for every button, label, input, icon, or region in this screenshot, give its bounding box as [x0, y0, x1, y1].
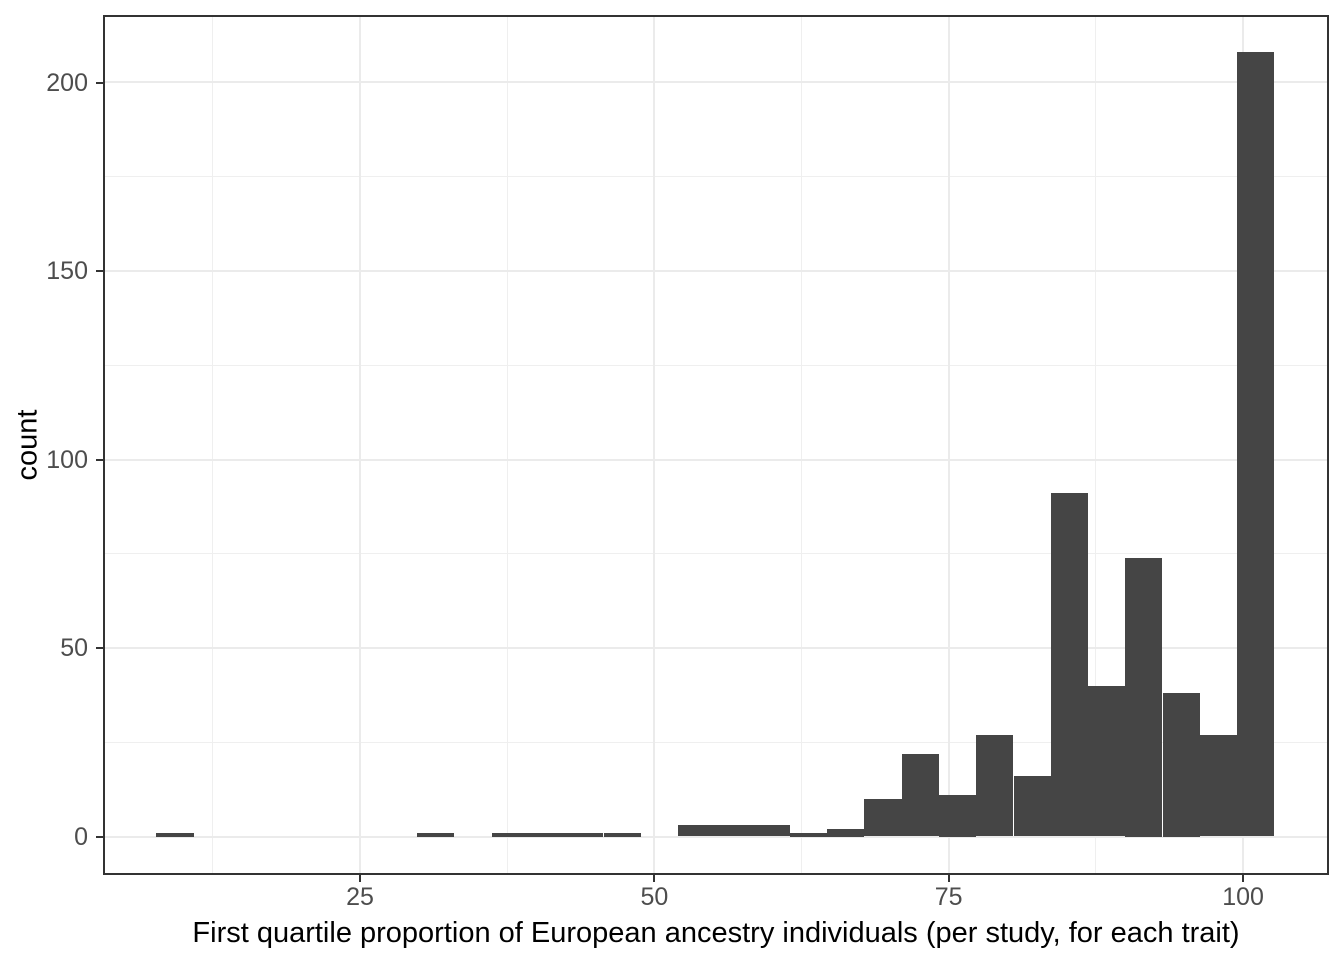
- gridline-minor-horizontal: [103, 364, 1329, 366]
- gridline-major-vertical: [653, 15, 656, 875]
- histogram-bar: [491, 832, 529, 837]
- gridline-minor-horizontal: [103, 176, 1329, 178]
- y-axis-tick: [96, 835, 103, 838]
- gridline-major-horizontal: [103, 835, 1329, 838]
- y-axis-tick: [96, 81, 103, 84]
- histogram-bar: [1237, 52, 1275, 837]
- histogram-bar: [1125, 557, 1163, 837]
- x-axis-tick: [653, 875, 656, 882]
- x-axis-tick: [1242, 875, 1245, 882]
- histogram-bar: [1050, 493, 1088, 837]
- x-axis-tick: [359, 875, 361, 882]
- histogram-bar: [1088, 685, 1126, 837]
- gridline-minor-vertical: [506, 15, 508, 875]
- histogram-bar: [603, 832, 641, 837]
- x-tick-label: 25: [346, 883, 374, 911]
- histogram-bar: [789, 832, 828, 837]
- histogram-bar: [938, 795, 977, 837]
- x-tick-label: 75: [934, 883, 963, 911]
- histogram-bar: [417, 832, 455, 837]
- gridline-major-horizontal: [103, 81, 1329, 84]
- gridline-minor-horizontal: [103, 553, 1329, 555]
- x-tick-label: 100: [1222, 883, 1264, 911]
- histogram-bar: [1013, 776, 1051, 837]
- y-axis-tick: [96, 647, 103, 649]
- gridline-major-vertical: [359, 15, 362, 875]
- y-tick-label: 50: [60, 634, 88, 662]
- y-axis-tick: [96, 458, 103, 461]
- y-tick-label: 0: [74, 822, 88, 851]
- gridline-minor-vertical: [1095, 15, 1097, 875]
- gridline-major-horizontal: [103, 647, 1329, 650]
- y-tick-label: 200: [46, 68, 88, 97]
- y-tick-label: 100: [46, 445, 88, 474]
- gridline-major-vertical: [947, 15, 950, 875]
- histogram-bar: [678, 825, 716, 837]
- x-axis-title: First quartile proportion of European an…: [192, 917, 1240, 949]
- gridline-minor-horizontal: [103, 741, 1329, 743]
- histogram-bar: [1162, 693, 1200, 837]
- histogram-bar: [529, 832, 567, 837]
- gridline-minor-vertical: [801, 15, 803, 875]
- histogram-bar: [566, 832, 604, 837]
- histogram-bar: [864, 798, 902, 837]
- histogram-bar: [715, 825, 753, 837]
- histogram-bar: [827, 829, 865, 837]
- y-axis-tick: [96, 270, 103, 272]
- plot-panel: [103, 15, 1329, 875]
- gridline-major-horizontal: [103, 270, 1329, 272]
- histogram-bar: [901, 753, 939, 837]
- histogram-bar: [976, 734, 1014, 837]
- gridline-minor-vertical: [212, 15, 214, 875]
- gridline-major-horizontal: [103, 458, 1329, 461]
- histogram-bar: [156, 832, 194, 837]
- histogram-bar: [752, 825, 790, 837]
- histogram-bar: [1199, 734, 1237, 837]
- x-tick-label: 50: [640, 883, 669, 911]
- y-tick-label: 150: [46, 257, 88, 285]
- x-axis-tick: [947, 875, 950, 882]
